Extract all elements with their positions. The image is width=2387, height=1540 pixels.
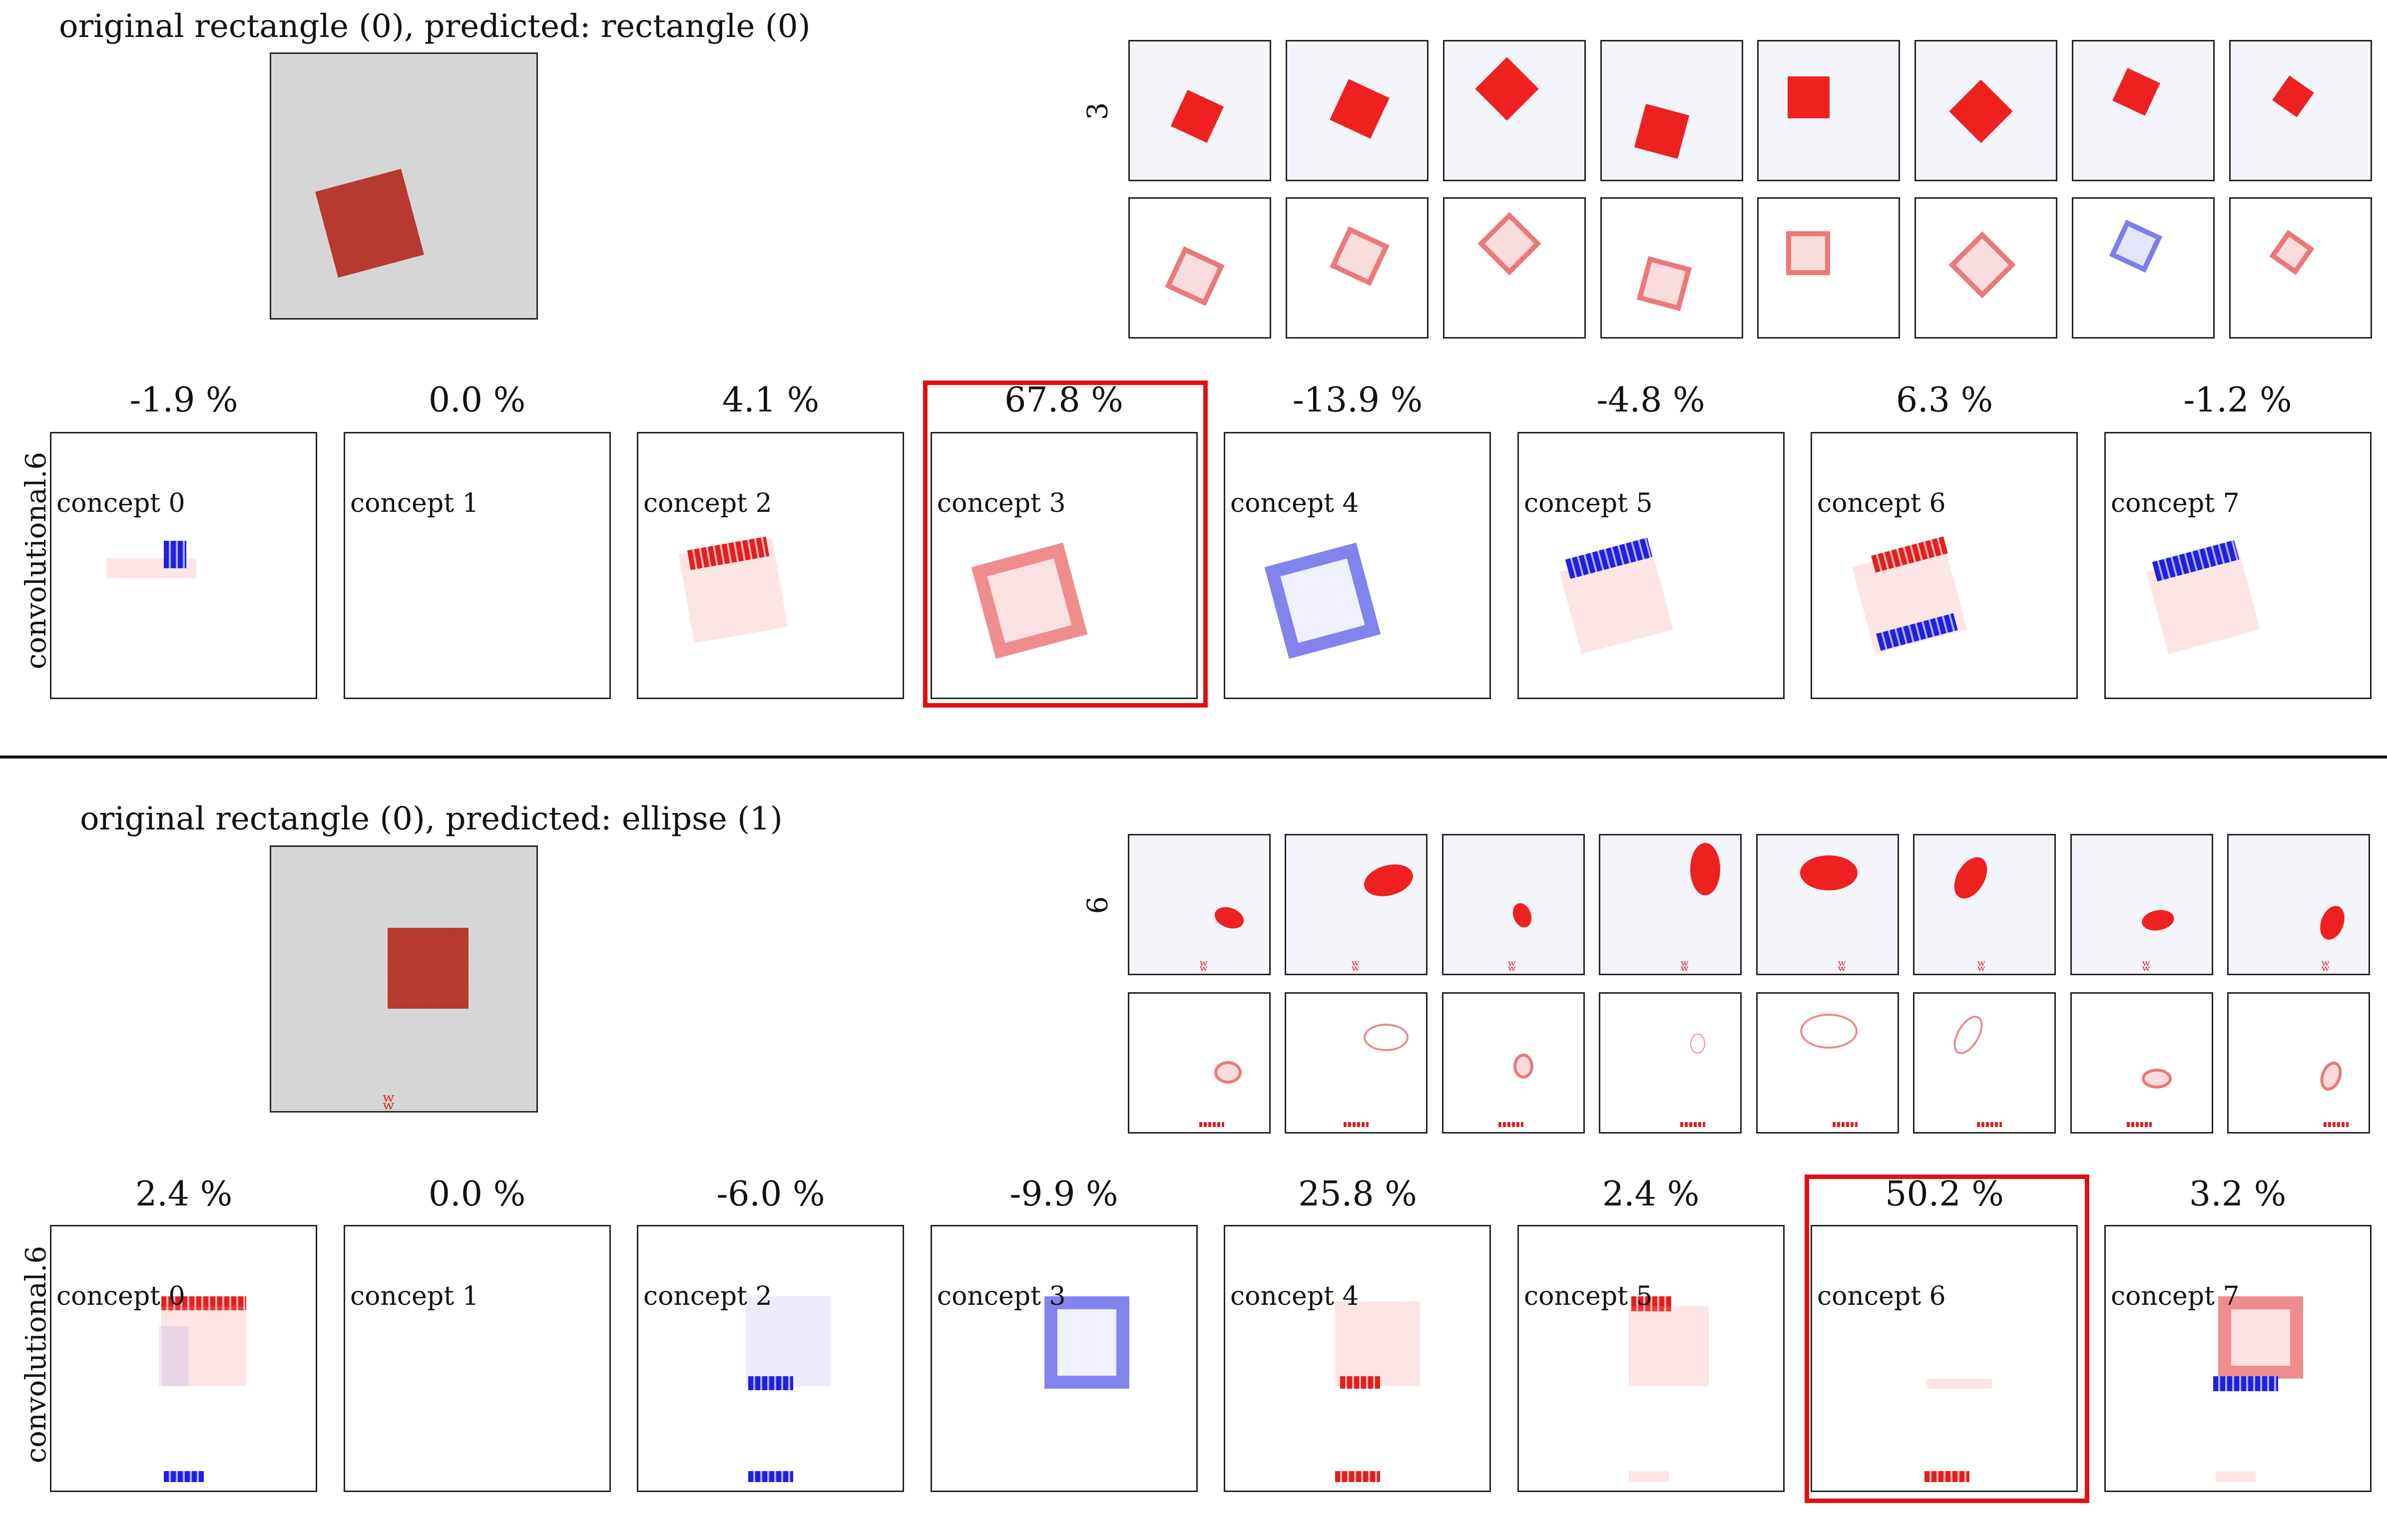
concept-percentage: 6.3 %: [1896, 381, 1993, 420]
concept-heatmap: concept 7: [2104, 432, 2372, 699]
concept-percentage: -1.2 %: [2183, 381, 2292, 420]
highlighted-concept-frame: [923, 381, 1208, 708]
concept-label: concept 1: [350, 1281, 479, 1311]
concept-label: concept 5: [1524, 1281, 1653, 1311]
example-heatmap: [1757, 197, 1900, 339]
example-heatmap: [2227, 992, 2370, 1134]
concept-label: concept 6: [1817, 488, 1946, 518]
concept-heatmap: concept 2: [637, 1225, 904, 1492]
panel-2-title: original rectangle (0), predicted: ellip…: [80, 800, 783, 837]
concept-label: concept 7: [2111, 488, 2240, 518]
example-heatmap: [1600, 197, 1743, 339]
panel-1-original-image: [270, 52, 538, 320]
example-image: ʬ: [2070, 834, 2213, 975]
concept-percentage: -13.9 %: [1292, 381, 1423, 420]
concept-heatmap: concept 4: [1224, 1225, 1491, 1492]
concept-label: concept 0: [56, 1281, 185, 1311]
example-image: ʬ: [1756, 834, 1899, 975]
panel-2-class-label: 6: [1081, 896, 1114, 914]
concept-heatmap: concept 7: [2104, 1225, 2372, 1492]
concept-label: concept 1: [350, 488, 479, 518]
panel-1-class-label: 3: [1081, 102, 1114, 120]
concept-label: concept 2: [643, 1281, 772, 1311]
concept-percentage: 4.1 %: [722, 381, 820, 420]
example-heatmap: [1914, 197, 2057, 339]
example-heatmap: [1442, 992, 1585, 1134]
concept-label: concept 3: [937, 488, 1066, 518]
concept-heatmap: concept 2: [637, 432, 904, 699]
concept-percentage: -4.8 %: [1596, 381, 1705, 420]
concept-label: concept 6: [1817, 1281, 1946, 1311]
concept-percentage: 2.4 %: [135, 1174, 233, 1214]
example-image: ʬ: [1599, 834, 1742, 975]
example-heatmap: [1599, 992, 1742, 1134]
example-image: [1600, 40, 1743, 181]
concept-heatmap: concept 0: [50, 1225, 317, 1492]
concept-label: concept 7: [2111, 1281, 2240, 1311]
concept-percentage: -6.0 %: [716, 1174, 825, 1214]
example-image: ʬ: [1285, 834, 1428, 975]
example-image: [1128, 40, 1271, 181]
concept-percentage: 0.0 %: [428, 1174, 526, 1214]
concept-heatmap: concept 1: [344, 1225, 611, 1492]
concept-heatmap: concept 5: [1517, 432, 1785, 699]
concept-percentage: 67.8 %: [1004, 381, 1123, 420]
example-image: ʬ: [1442, 834, 1585, 975]
highlighted-concept-frame: [1805, 1174, 2089, 1503]
concept-percentage: 0.0 %: [428, 381, 526, 420]
example-heatmap: [2072, 197, 2215, 339]
concept-label: concept 4: [1230, 1281, 1359, 1311]
example-image: [2072, 40, 2215, 181]
example-heatmap: [1913, 992, 2056, 1134]
panel-2-layer-label: convolutional.6: [20, 1245, 53, 1464]
concept-label: concept 2: [643, 488, 772, 518]
example-image: [1914, 40, 2057, 181]
concept-percentage: -9.9 %: [1009, 1174, 1118, 1214]
concept-label: concept 3: [937, 1281, 1066, 1311]
rectangle-shape: [315, 168, 425, 278]
example-heatmap: [2070, 992, 2213, 1134]
concept-label: concept 0: [56, 488, 185, 518]
concept-heatmap: concept 3: [931, 1225, 1198, 1492]
example-image: [2229, 40, 2372, 181]
concept-label: concept 4: [1230, 488, 1359, 518]
concept-heatmap: concept 3: [931, 432, 1198, 699]
concept-percentage: -1.9 %: [129, 381, 238, 420]
example-heatmap: [1128, 197, 1271, 339]
chevron-marker-icon: ʬ: [382, 1089, 396, 1115]
panel-1-title: original rectangle (0), predicted: recta…: [59, 8, 811, 45]
example-image: [1757, 40, 1900, 181]
example-image: [1443, 40, 1586, 181]
example-heatmap: [1128, 992, 1271, 1134]
example-heatmap: [1443, 197, 1586, 339]
panel-1-layer-label: convolutional.6: [20, 451, 53, 670]
example-heatmap: [1286, 197, 1429, 339]
concept-heatmap: concept 5: [1517, 1225, 1785, 1492]
concept-heatmap: concept 1: [344, 432, 611, 699]
example-image: [1286, 40, 1429, 181]
concept-percentage: 3.2 %: [2189, 1174, 2287, 1214]
concept-percentage: 25.8 %: [1298, 1174, 1417, 1214]
concept-label: concept 5: [1524, 488, 1653, 518]
example-image: ʬ: [2227, 834, 2370, 975]
example-heatmap: [2229, 197, 2372, 339]
concept-percentage: 50.2 %: [1885, 1174, 2004, 1214]
concept-heatmap: concept 6: [1811, 1225, 2078, 1492]
concept-heatmap: concept 6: [1811, 432, 2078, 699]
rectangle-shape: [388, 928, 469, 1009]
example-heatmap: [1285, 992, 1428, 1134]
example-heatmap: [1756, 992, 1899, 1134]
concept-heatmap: concept 0: [50, 432, 317, 699]
example-image: ʬ: [1913, 834, 2056, 975]
concept-percentage: 2.4 %: [1602, 1174, 1700, 1214]
concept-heatmap: concept 4: [1224, 432, 1491, 699]
example-image: ʬ: [1128, 834, 1271, 975]
panel-2-original-image: ʬ: [270, 845, 538, 1113]
panel-divider: [0, 756, 2387, 759]
